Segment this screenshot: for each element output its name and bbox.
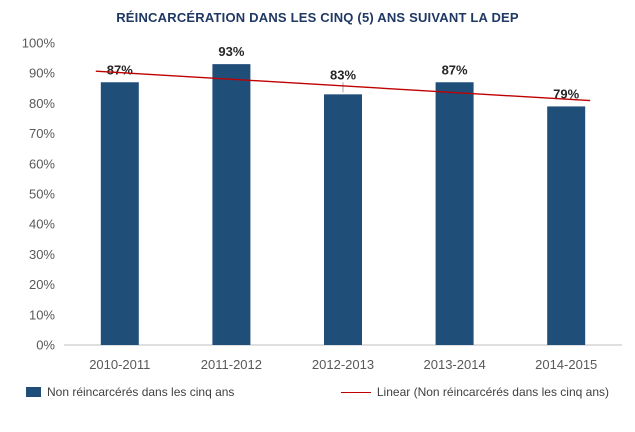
bar-series-swatch-icon [26, 387, 41, 397]
y-axis-tick-label: 30% [29, 247, 55, 262]
y-axis-tick-label: 60% [29, 156, 55, 171]
bar [547, 106, 586, 345]
x-axis-category-label: 2011-2012 [201, 357, 262, 372]
chart-legend: Non réincarcérés dans les cinq ans Linea… [0, 379, 635, 399]
bar-data-label: 93% [218, 44, 244, 59]
bar-data-label: 79% [553, 86, 579, 101]
bar-data-label: 83% [330, 67, 356, 82]
y-axis-tick-label: 20% [29, 277, 55, 292]
bar [100, 82, 139, 345]
y-axis-tick-label: 0% [36, 338, 55, 353]
y-axis-tick-label: 100% [22, 36, 56, 51]
legend-bar-label: Non réincarcérés dans les cinq ans [47, 385, 235, 399]
trendline [95, 70, 591, 102]
y-axis-tick-label: 50% [29, 187, 55, 202]
y-axis-tick-label: 80% [29, 96, 55, 111]
y-axis-tick-label: 90% [29, 66, 55, 81]
y-axis-tick-label: 70% [29, 126, 55, 141]
legend-trend-label: Linear (Non réincarcérés dans les cinq a… [376, 385, 609, 399]
bar [212, 64, 251, 345]
x-axis-category-label: 2013-2014 [424, 357, 486, 372]
x-axis-category-label: 2010-2011 [89, 357, 150, 372]
legend-item-trendline: Linear (Non réincarcérés dans les cinq a… [340, 385, 609, 399]
bar-data-label: 87% [442, 62, 468, 77]
bar [324, 94, 362, 345]
legend-item-bars: Non réincarcérés dans les cinq ans [26, 385, 234, 399]
bar-chart: 0% 10% 20% 30% 40% 50% 60% 70% 80% 90% 100% 87% 2010… [22, 36, 622, 372]
bar-data-label: 87% [107, 62, 133, 77]
plot-area: 0% 10% 20% 30% 40% 50% 60% 70% 80% 90% 100% 87% 2010… [0, 27, 635, 379]
y-axis-tick-label: 10% [29, 307, 55, 322]
bar [435, 82, 474, 345]
x-axis-category-label: 2014-2015 [535, 357, 597, 372]
x-axis-category-label: 2012-2013 [312, 357, 374, 372]
chart-title: RÉINCARCÉRATION DANS LES CINQ (5) ANS SU… [116, 10, 519, 25]
trendline-swatch-icon [340, 391, 371, 393]
y-axis-tick-label: 40% [29, 217, 55, 232]
